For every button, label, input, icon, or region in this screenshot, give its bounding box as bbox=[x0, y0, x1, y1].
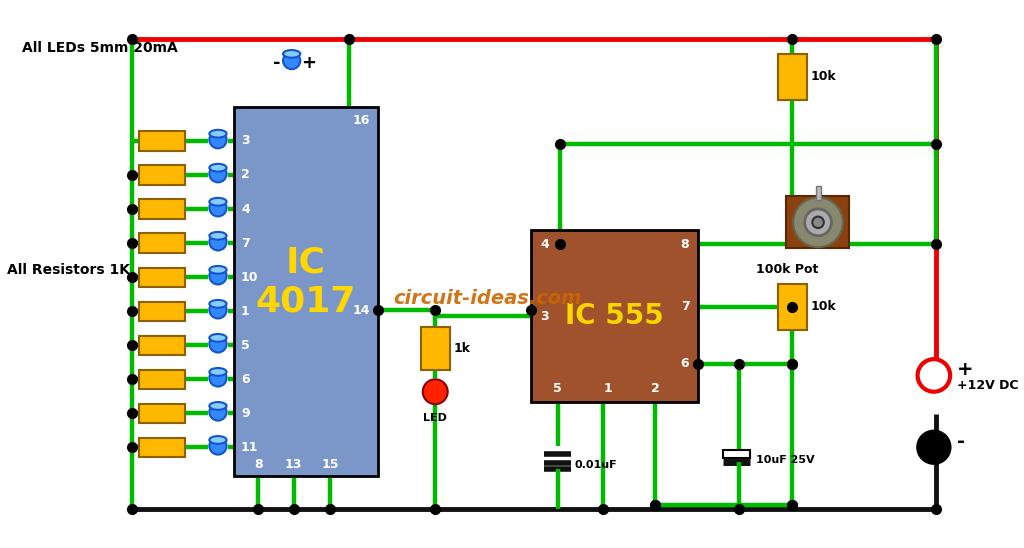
Text: 8: 8 bbox=[254, 458, 262, 471]
Text: -: - bbox=[272, 54, 281, 72]
Circle shape bbox=[209, 131, 226, 149]
Circle shape bbox=[794, 197, 843, 247]
Bar bbox=[421, 327, 450, 370]
Circle shape bbox=[209, 301, 226, 318]
Circle shape bbox=[805, 209, 831, 236]
Text: 3: 3 bbox=[241, 134, 250, 147]
Circle shape bbox=[209, 437, 226, 455]
Text: +: + bbox=[301, 54, 316, 72]
Text: 1: 1 bbox=[241, 305, 250, 318]
Text: 6: 6 bbox=[681, 357, 689, 370]
Text: +: + bbox=[956, 360, 974, 379]
Text: All LEDs 5mm 20mA: All LEDs 5mm 20mA bbox=[23, 41, 178, 55]
Circle shape bbox=[209, 165, 226, 182]
Ellipse shape bbox=[209, 198, 226, 206]
Text: 1k: 1k bbox=[454, 342, 470, 355]
Circle shape bbox=[283, 52, 300, 69]
Text: 8: 8 bbox=[681, 238, 689, 251]
Text: 13: 13 bbox=[285, 458, 302, 471]
Circle shape bbox=[209, 199, 226, 216]
Ellipse shape bbox=[209, 368, 226, 376]
Bar bbox=[530, 230, 698, 402]
Ellipse shape bbox=[283, 50, 300, 58]
Text: 0.01uF: 0.01uF bbox=[574, 460, 617, 470]
Bar bbox=[139, 438, 185, 457]
Text: 16: 16 bbox=[353, 115, 370, 127]
Circle shape bbox=[209, 369, 226, 386]
Text: 4: 4 bbox=[241, 203, 250, 215]
Text: 2: 2 bbox=[241, 168, 250, 181]
Text: IC 555: IC 555 bbox=[565, 302, 664, 330]
Ellipse shape bbox=[209, 334, 226, 342]
Bar bbox=[139, 267, 185, 287]
Circle shape bbox=[209, 335, 226, 352]
Ellipse shape bbox=[209, 130, 226, 138]
Text: +12V DC: +12V DC bbox=[956, 379, 1018, 391]
Circle shape bbox=[209, 233, 226, 250]
Text: 10uF 25V: 10uF 25V bbox=[756, 455, 814, 465]
Text: 10k: 10k bbox=[810, 300, 837, 313]
Bar bbox=[778, 54, 807, 100]
Ellipse shape bbox=[209, 300, 226, 308]
Text: 1: 1 bbox=[603, 383, 612, 395]
Bar bbox=[786, 196, 849, 248]
Bar bbox=[139, 233, 185, 253]
Circle shape bbox=[209, 267, 226, 284]
Bar bbox=[139, 199, 185, 219]
Bar bbox=[139, 165, 185, 185]
Bar bbox=[139, 369, 185, 389]
Text: 14: 14 bbox=[352, 304, 370, 317]
Text: LED: LED bbox=[423, 413, 447, 423]
Text: 10: 10 bbox=[241, 271, 258, 283]
Text: 7: 7 bbox=[241, 237, 250, 249]
Text: 5: 5 bbox=[553, 383, 562, 395]
Ellipse shape bbox=[209, 232, 226, 239]
Ellipse shape bbox=[209, 402, 226, 410]
Bar bbox=[139, 404, 185, 423]
Text: 100k Pot: 100k Pot bbox=[757, 262, 818, 276]
Text: 2: 2 bbox=[651, 383, 659, 395]
Text: 7: 7 bbox=[681, 300, 689, 313]
Text: -: - bbox=[956, 432, 965, 451]
Text: 4: 4 bbox=[540, 238, 549, 251]
Bar bbox=[816, 186, 821, 201]
Text: IC
4017: IC 4017 bbox=[256, 246, 356, 319]
Bar bbox=[778, 283, 807, 329]
Bar bbox=[139, 132, 185, 151]
Bar bbox=[234, 107, 378, 476]
Text: 11: 11 bbox=[241, 441, 258, 454]
Bar bbox=[139, 335, 185, 355]
Circle shape bbox=[918, 359, 950, 392]
Ellipse shape bbox=[209, 164, 226, 172]
Text: 5: 5 bbox=[241, 339, 250, 352]
Text: 15: 15 bbox=[322, 458, 339, 471]
Bar bbox=[139, 301, 185, 321]
Circle shape bbox=[209, 403, 226, 420]
Ellipse shape bbox=[209, 436, 226, 444]
Text: 9: 9 bbox=[241, 407, 250, 420]
Circle shape bbox=[918, 431, 950, 464]
Text: 10k: 10k bbox=[810, 70, 837, 83]
Text: 3: 3 bbox=[540, 310, 549, 323]
Ellipse shape bbox=[209, 266, 226, 273]
Bar bbox=[723, 450, 751, 458]
Text: circuit-ideas.com: circuit-ideas.com bbox=[393, 289, 582, 309]
Circle shape bbox=[812, 216, 823, 228]
Text: 6: 6 bbox=[241, 373, 250, 386]
Circle shape bbox=[423, 379, 447, 404]
Text: All Resistors 1K: All Resistors 1K bbox=[7, 263, 130, 277]
